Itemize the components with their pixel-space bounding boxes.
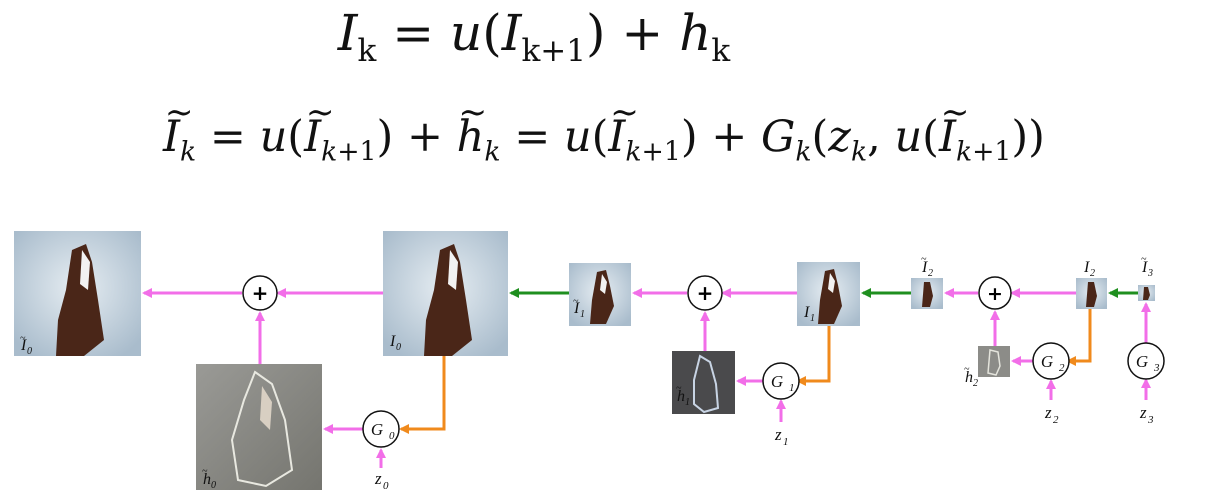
arrow-I2-to-G2: [1066, 309, 1092, 366]
svg-text:h: h: [677, 388, 685, 405]
svg-text:h: h: [203, 471, 211, 488]
arrow-I1-to-G1: [796, 326, 831, 386]
plus-node-0: +: [242, 275, 278, 311]
svg-text:z: z: [1044, 403, 1052, 422]
svg-text:h: h: [965, 369, 973, 386]
svg-text:2: 2: [1090, 268, 1095, 279]
svg-text:1: 1: [580, 309, 585, 320]
svg-text:0: 0: [211, 480, 216, 491]
svg-text:1: 1: [789, 382, 795, 394]
svg-text:~: ~: [1141, 254, 1147, 265]
svg-text:z: z: [374, 469, 382, 488]
svg-text:0: 0: [27, 346, 32, 357]
svg-text:2: 2: [1053, 414, 1059, 426]
svg-text:~: ~: [964, 364, 970, 375]
svg-text:2: 2: [1059, 362, 1065, 374]
arrow-I0-to-G0: [399, 356, 446, 434]
generator-G1: G 1: [762, 362, 800, 400]
image-I3-tilde: [1138, 285, 1155, 301]
svg-text:I: I: [573, 300, 580, 317]
svg-text:1: 1: [783, 436, 789, 448]
svg-text:G: G: [1136, 352, 1148, 371]
svg-text:1: 1: [810, 313, 815, 324]
svg-text:3: 3: [1153, 362, 1160, 374]
svg-text:~: ~: [676, 383, 682, 394]
svg-text:1: 1: [685, 397, 690, 408]
svg-text:3: 3: [1147, 414, 1154, 426]
generator-G3: G 3: [1127, 342, 1165, 380]
svg-text:3: 3: [1147, 268, 1153, 279]
svg-text:~: ~: [202, 466, 208, 477]
svg-text:~: ~: [921, 254, 927, 265]
image-h1-tilde: [672, 351, 735, 414]
eq1-I: I: [337, 4, 358, 62]
svg-text:I: I: [1083, 259, 1090, 276]
plus-node-2: +: [978, 276, 1012, 310]
svg-text:~: ~: [573, 296, 579, 307]
svg-text:G: G: [1041, 352, 1053, 371]
image-I1-tilde: [569, 263, 631, 326]
svg-text:z: z: [1139, 403, 1147, 422]
svg-text:I: I: [1141, 259, 1148, 276]
equation-generative: Ik = u(Ik+1) + hk = u(Ik+1) + Gk(zk, u(I…: [0, 93, 1208, 165]
svg-text:2: 2: [973, 378, 978, 389]
image-I1: [797, 262, 860, 326]
equation-laplacian: Ik = u(Ik+1) + hk: [337, 4, 731, 69]
image-I0-tilde: [14, 231, 141, 356]
svg-text:0: 0: [383, 480, 389, 492]
svg-text:G: G: [371, 420, 383, 439]
image-I2-tilde: [911, 278, 943, 309]
svg-text:+: +: [987, 283, 1003, 305]
svg-text:z: z: [774, 425, 782, 444]
svg-text:I: I: [921, 259, 928, 276]
image-I0: [383, 231, 508, 356]
svg-text:I: I: [389, 333, 396, 350]
svg-text:0: 0: [389, 430, 395, 442]
generator-G0: G 0: [362, 410, 400, 448]
plus-node-1: +: [687, 275, 723, 311]
svg-text:G: G: [771, 372, 783, 391]
svg-text:I: I: [20, 337, 27, 354]
svg-text:~: ~: [20, 333, 26, 344]
svg-text:+: +: [697, 281, 714, 305]
image-h2-tilde: [978, 346, 1010, 377]
generator-G2: G 2: [1032, 342, 1070, 380]
svg-text:2: 2: [928, 268, 933, 279]
svg-text:I: I: [803, 304, 810, 321]
svg-text:0: 0: [396, 342, 401, 353]
svg-text:+: +: [252, 281, 269, 305]
image-I2: [1076, 278, 1107, 309]
image-h0-tilde: [196, 364, 322, 490]
